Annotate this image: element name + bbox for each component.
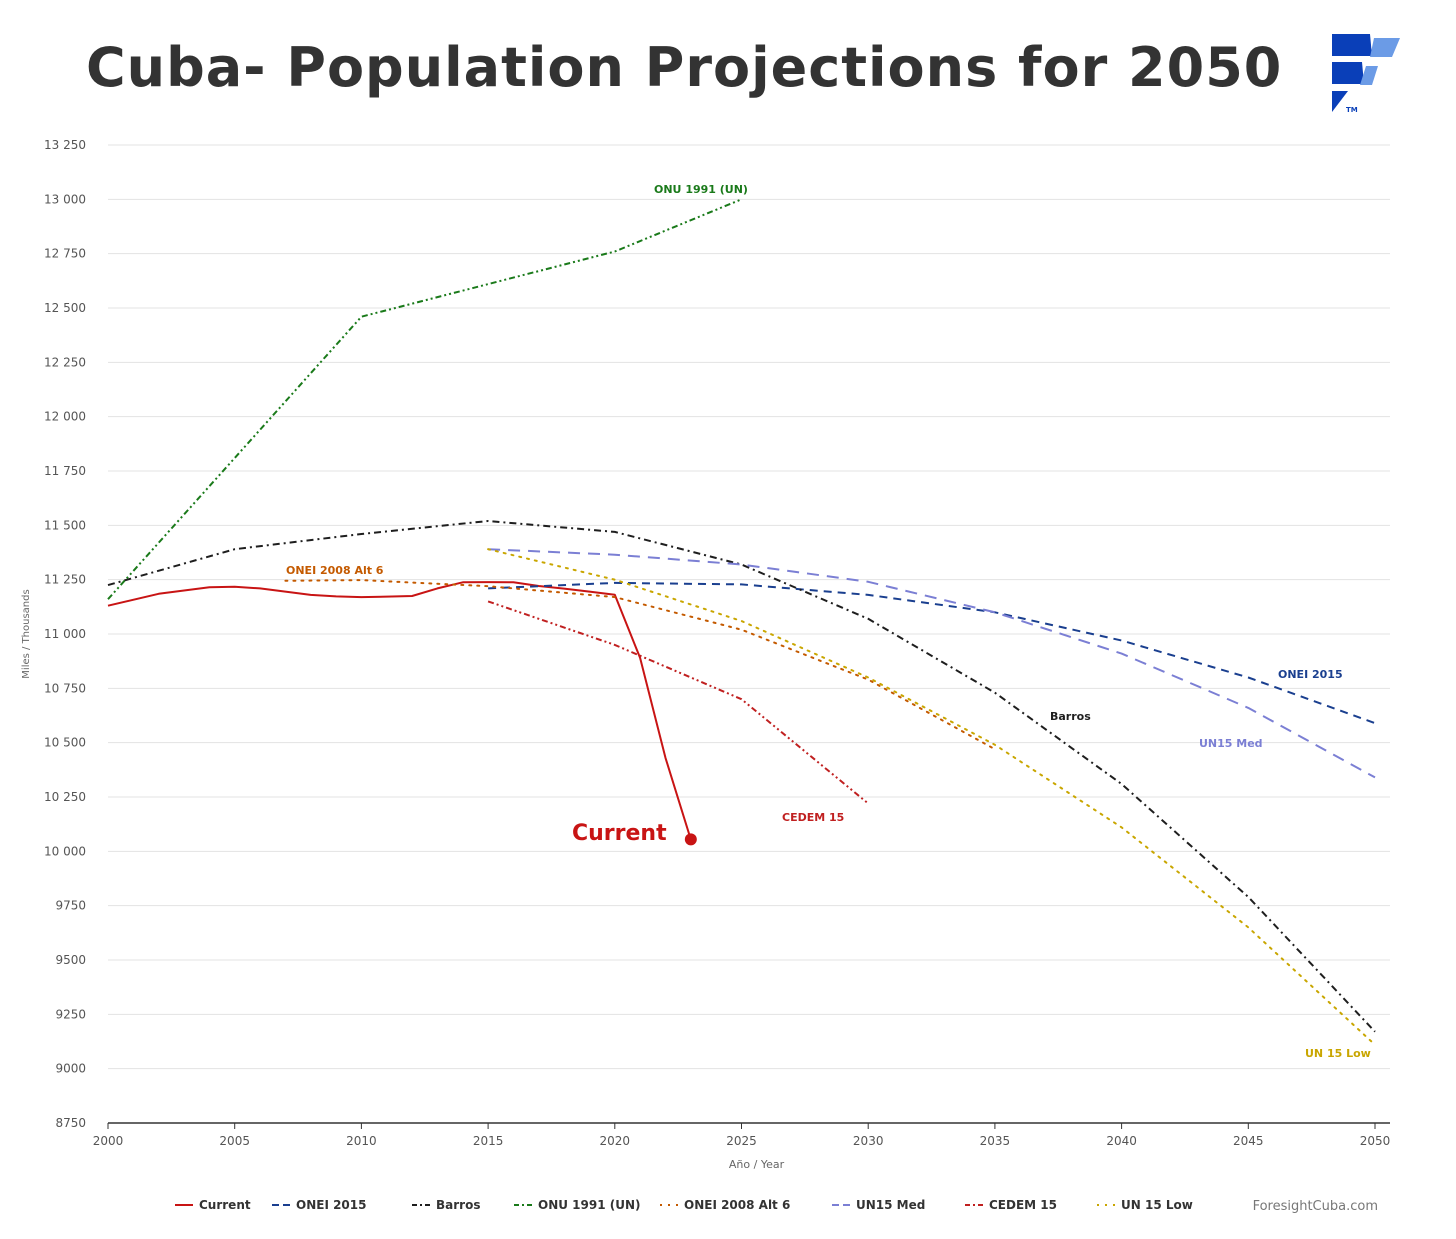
y-tick-label: 9500: [55, 953, 86, 967]
foresight-cuba-logo-icon: TM: [1330, 32, 1404, 120]
x-axis-title: Año / Year: [729, 1158, 785, 1171]
series-label-un-15-low: UN 15 Low: [1305, 1047, 1371, 1060]
legend-item-current[interactable]: Current: [175, 1198, 251, 1212]
y-tick-label: 10 250: [44, 790, 86, 804]
series-line-barros: [107, 520, 1376, 1033]
legend-item-onei-2015[interactable]: ONEI 2015: [272, 1198, 366, 1212]
x-tick-label: 2040: [1106, 1134, 1137, 1148]
x-tick-label: 2000: [93, 1134, 124, 1148]
series-label-onu-1991-un: ONU 1991 (UN): [654, 183, 748, 196]
legend-item-onei-2008-alt-6[interactable]: ONEI 2008 Alt 6: [660, 1198, 790, 1212]
series-label-current: Current: [572, 821, 667, 846]
x-tick-label: 2005: [219, 1134, 250, 1148]
y-tick-label: 11 000: [44, 627, 86, 641]
y-tick-label: 12 500: [44, 301, 86, 315]
series-line-current: [107, 581, 692, 840]
y-tick-label: 13 250: [44, 138, 86, 152]
legend-item-un15-med[interactable]: UN15 Med: [832, 1198, 925, 1212]
y-tick-label: 11 500: [44, 518, 86, 532]
y-tick-label: 9750: [55, 899, 86, 913]
series-line-cedem-15: [487, 600, 869, 805]
legend-label: ONU 1991 (UN): [538, 1198, 641, 1212]
legend-label: Barros: [436, 1198, 480, 1212]
legend-label: ONEI 2015: [296, 1198, 366, 1212]
series-line-un-15-low: [487, 548, 1376, 1046]
y-tick-label: 9000: [55, 1062, 86, 1076]
y-tick-label: 12 000: [44, 410, 86, 424]
legend-item-un-15-low[interactable]: UN 15 Low: [1097, 1198, 1193, 1212]
legend-label: Current: [199, 1198, 251, 1212]
x-tick-label: 2015: [473, 1134, 504, 1148]
current-end-point: [684, 833, 697, 846]
legend-label: CEDEM 15: [989, 1198, 1057, 1212]
x-tick-label: 2025: [726, 1134, 757, 1148]
x-tick-label: 2050: [1360, 1134, 1391, 1148]
y-axis-title: Miles / Thousands: [21, 589, 32, 678]
y-tick-label: 11 750: [44, 464, 86, 478]
y-tick-label: 10 000: [44, 844, 86, 858]
x-tick-label: 2010: [346, 1134, 377, 1148]
series-line-onei-2015: [488, 581, 1376, 725]
y-tick-label: 9250: [55, 1007, 86, 1021]
series-label-onei-2015: ONEI 2015: [1278, 668, 1343, 681]
y-tick-label: 12 750: [44, 247, 86, 261]
y-tick-label: 12 250: [44, 355, 86, 369]
series-label-barros: Barros: [1050, 710, 1091, 723]
x-tick-label: 2045: [1233, 1134, 1264, 1148]
series-label-un15-med: UN15 Med: [1199, 737, 1263, 750]
legend-item-barros[interactable]: Barros: [412, 1198, 480, 1212]
y-tick-label: 10 500: [44, 736, 86, 750]
series-label-cedem-15: CEDEM 15: [782, 811, 844, 824]
legend-item-onu-1991-un[interactable]: ONU 1991 (UN): [514, 1198, 641, 1212]
x-tick-label: 2030: [853, 1134, 884, 1148]
y-tick-label: 11 250: [44, 573, 86, 587]
x-tick-label: 2035: [980, 1134, 1011, 1148]
legend-label: UN15 Med: [856, 1198, 925, 1212]
y-tick-label: 8750: [55, 1116, 86, 1130]
legend-item-cedem-15[interactable]: CEDEM 15: [965, 1198, 1057, 1212]
svg-text:TM: TM: [1346, 106, 1358, 114]
y-tick-label: 10 750: [44, 681, 86, 695]
x-tick-label: 2020: [600, 1134, 631, 1148]
y-tick-label: 13 000: [44, 192, 86, 206]
legend-label: ONEI 2008 Alt 6: [684, 1198, 790, 1212]
legend-label: UN 15 Low: [1121, 1198, 1193, 1212]
series-line-onei-2008-alt-6: [284, 579, 996, 751]
source-credit: ForesightCuba.com: [1252, 1199, 1378, 1214]
series-label-onei-2008-alt-6: ONEI 2008 Alt 6: [286, 564, 384, 577]
series-line-un15-med: [488, 548, 1376, 779]
page-title: Cuba- Population Projections for 2050: [86, 36, 1283, 99]
